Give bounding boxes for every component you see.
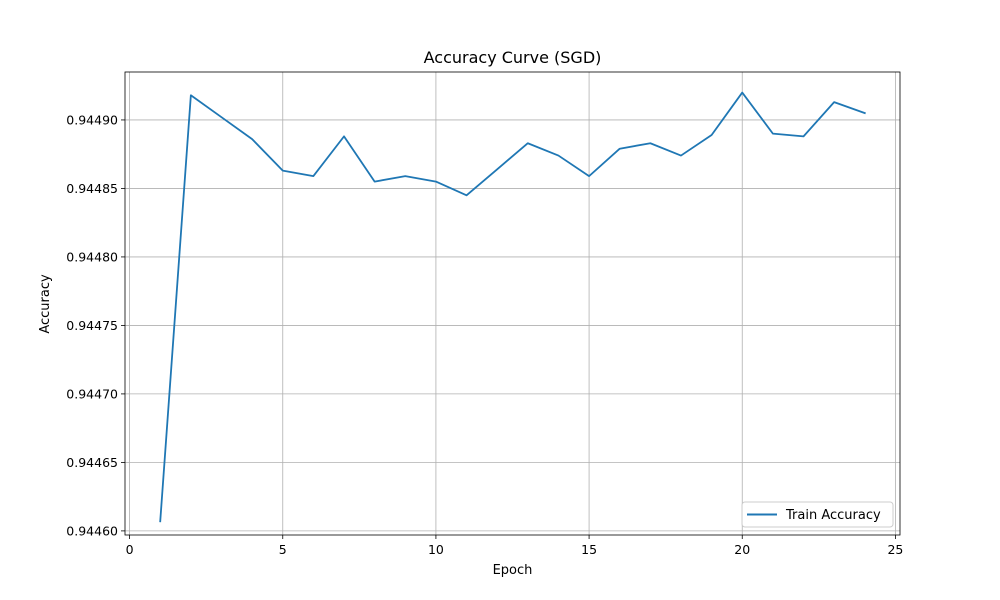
y-tick-label: 0.94485 — [66, 181, 118, 196]
x-tick-label: 5 — [279, 542, 287, 557]
y-axis-ticks: 0.94460 0.94465 0.94470 0.94475 0.94480 0.944… — [66, 112, 125, 538]
x-axis-label: Epoch — [493, 563, 533, 578]
y-tick-label: 0.94475 — [66, 318, 118, 333]
x-axis-ticks: 0 5 10 15 20 25 — [126, 535, 903, 557]
legend-box — [741, 501, 894, 528]
y-tick-label: 0.94460 — [66, 523, 118, 538]
legend-entry-train-accuracy: Train Accuracy — [785, 508, 881, 523]
x-gridlines — [129, 72, 896, 535]
x-tick-label: 20 — [734, 542, 750, 557]
plot-frame — [124, 71, 901, 536]
y-tick-label: 0.94465 — [66, 455, 118, 470]
y-gridlines — [125, 119, 900, 532]
series-line-train-accuracy — [159, 91, 866, 523]
x-tick-label: 10 — [428, 542, 444, 557]
x-tick-label: 25 — [887, 542, 903, 557]
y-axis-label: Accuracy — [38, 274, 53, 334]
chart-title: Accuracy Curve (SGD) — [424, 48, 602, 67]
x-tick-label: 15 — [581, 542, 597, 557]
y-tick-label: 0.94470 — [66, 386, 118, 401]
x-tick-label: 0 — [126, 542, 134, 557]
y-tick-label: 0.94480 — [66, 249, 118, 264]
y-tick-label: 0.94490 — [66, 112, 118, 127]
series-layer — [159, 91, 866, 523]
legend: Train Accuracy — [741, 501, 894, 528]
